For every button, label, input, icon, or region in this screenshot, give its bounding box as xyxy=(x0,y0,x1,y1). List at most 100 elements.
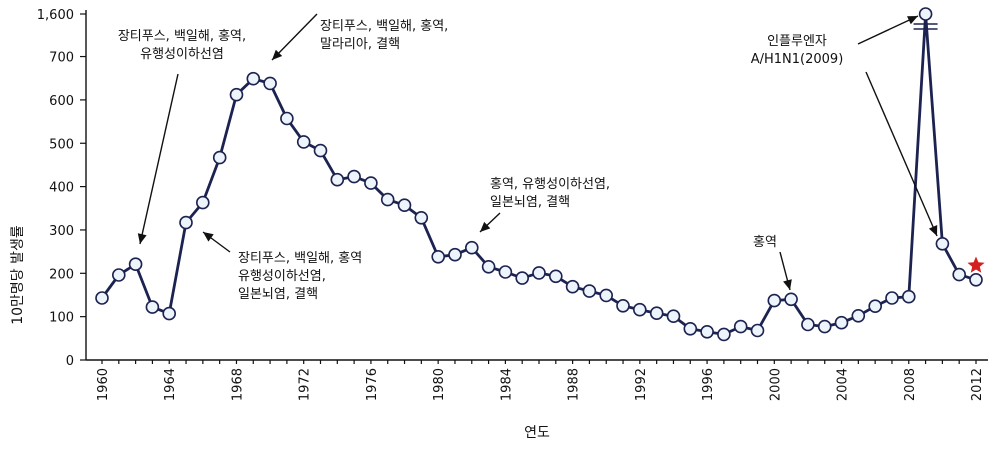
x-tick-label: 1976 xyxy=(365,368,380,401)
x-tick-label: 2008 xyxy=(903,368,918,401)
annotation-text: 홍역 xyxy=(753,235,777,250)
annotation-text: 유행성이하선염 xyxy=(140,46,224,62)
data-point xyxy=(364,176,378,190)
x-axis-title: 연도 xyxy=(524,425,550,441)
data-point xyxy=(733,319,748,334)
data-point xyxy=(448,247,462,262)
highlight-marker xyxy=(967,256,985,273)
data-point xyxy=(246,71,261,86)
data-point xyxy=(784,292,798,307)
data-point xyxy=(817,319,832,334)
data-point xyxy=(649,306,664,321)
data-point xyxy=(532,266,546,280)
data-point xyxy=(397,198,412,212)
data-point xyxy=(952,267,967,282)
y-tick-label: 100 xyxy=(49,311,74,326)
x-tick-label: 1988 xyxy=(567,368,582,401)
data-point xyxy=(717,327,731,342)
data-point xyxy=(464,240,479,255)
data-point xyxy=(145,300,160,314)
data-point xyxy=(666,309,681,324)
annotation-text: 인플루엔자 xyxy=(767,34,827,49)
annotation-arrows xyxy=(137,13,938,291)
data-point xyxy=(128,257,143,272)
y-tick-label: 700 xyxy=(49,51,74,66)
annotation-text: 장티푸스, 백일해, 홍역 xyxy=(238,251,362,266)
annotation-text: 홍역, 유행성이하선염, xyxy=(490,176,610,192)
x-tick-label: 1996 xyxy=(701,368,716,401)
data-point xyxy=(212,150,227,165)
x-tick-label: 1960 xyxy=(96,368,111,401)
annotation-text: A/H1N1(2009) xyxy=(751,52,844,67)
x-tick-label: 1972 xyxy=(298,368,313,401)
arrow-line xyxy=(139,73,179,245)
data-point xyxy=(801,317,815,332)
data-point xyxy=(683,321,698,336)
data-point xyxy=(347,169,361,184)
x-tick-label: 2012 xyxy=(970,368,985,401)
y-tick-label: 600 xyxy=(49,94,74,109)
data-point xyxy=(95,291,109,305)
data-point xyxy=(179,215,193,230)
y-tick-label: 300 xyxy=(49,224,74,239)
x-tick-label: 1984 xyxy=(499,368,514,401)
annotation-text: 장티푸스, 백일해, 홍역, xyxy=(320,19,448,34)
data-point xyxy=(162,306,176,321)
x-tick-label: 1964 xyxy=(163,368,178,401)
data-point xyxy=(481,259,496,274)
data-points xyxy=(95,7,983,342)
annotation-text: 일본뇌염, 결핵 xyxy=(238,287,318,302)
data-point xyxy=(296,135,311,149)
data-point xyxy=(196,195,210,210)
data-point xyxy=(885,291,899,305)
y-tick-label: 1,600 xyxy=(37,8,74,23)
data-point xyxy=(280,111,294,126)
red-star-marker xyxy=(967,256,985,273)
x-tick-label: 1980 xyxy=(432,368,447,401)
y-tick-label: 0 xyxy=(66,354,74,369)
arrow-head-icon xyxy=(783,279,792,290)
data-point xyxy=(767,293,782,308)
annotation-text: 말라리아, 결핵 xyxy=(320,37,400,52)
data-point xyxy=(112,268,126,282)
data-point xyxy=(851,308,866,323)
arrow-line xyxy=(271,13,318,61)
arrow-head-icon xyxy=(272,49,283,60)
series-line xyxy=(100,12,977,336)
data-point xyxy=(969,272,983,287)
data-point xyxy=(414,211,429,225)
y-axis-ticks: 0 100 200 300 400 500 600 700 1,600 xyxy=(37,8,86,369)
arrow-line xyxy=(857,15,919,45)
data-point xyxy=(380,192,395,207)
arrow-head-icon xyxy=(907,16,918,25)
arrow-head-icon xyxy=(480,221,491,232)
y-axis-title: 10만명당 발생률 xyxy=(10,225,26,325)
data-point xyxy=(582,284,597,298)
data-point xyxy=(515,271,530,285)
x-tick-label: 1968 xyxy=(230,368,245,401)
data-point xyxy=(700,324,714,339)
data-point xyxy=(565,279,580,294)
y-tick-label: 400 xyxy=(49,181,74,196)
axis-break-mark xyxy=(913,23,938,30)
y-tick-label: 200 xyxy=(49,267,74,282)
data-point xyxy=(330,172,345,187)
data-point xyxy=(263,76,277,91)
x-tick-label: 2004 xyxy=(836,368,851,401)
arrow-line xyxy=(865,71,938,237)
data-point xyxy=(935,237,950,251)
data-point xyxy=(431,249,446,264)
data-point xyxy=(834,315,849,330)
x-tick-label: 1992 xyxy=(634,368,649,401)
data-point xyxy=(616,298,630,313)
data-point xyxy=(918,7,933,21)
data-point xyxy=(548,269,563,284)
data-point xyxy=(229,87,244,102)
data-point xyxy=(632,302,647,317)
data-point xyxy=(750,323,765,338)
y-tick-label: 500 xyxy=(49,137,74,152)
annotation-text: 일본뇌염, 결핵 xyxy=(490,195,570,210)
data-point xyxy=(901,289,916,304)
arrow-head-icon xyxy=(928,225,938,236)
